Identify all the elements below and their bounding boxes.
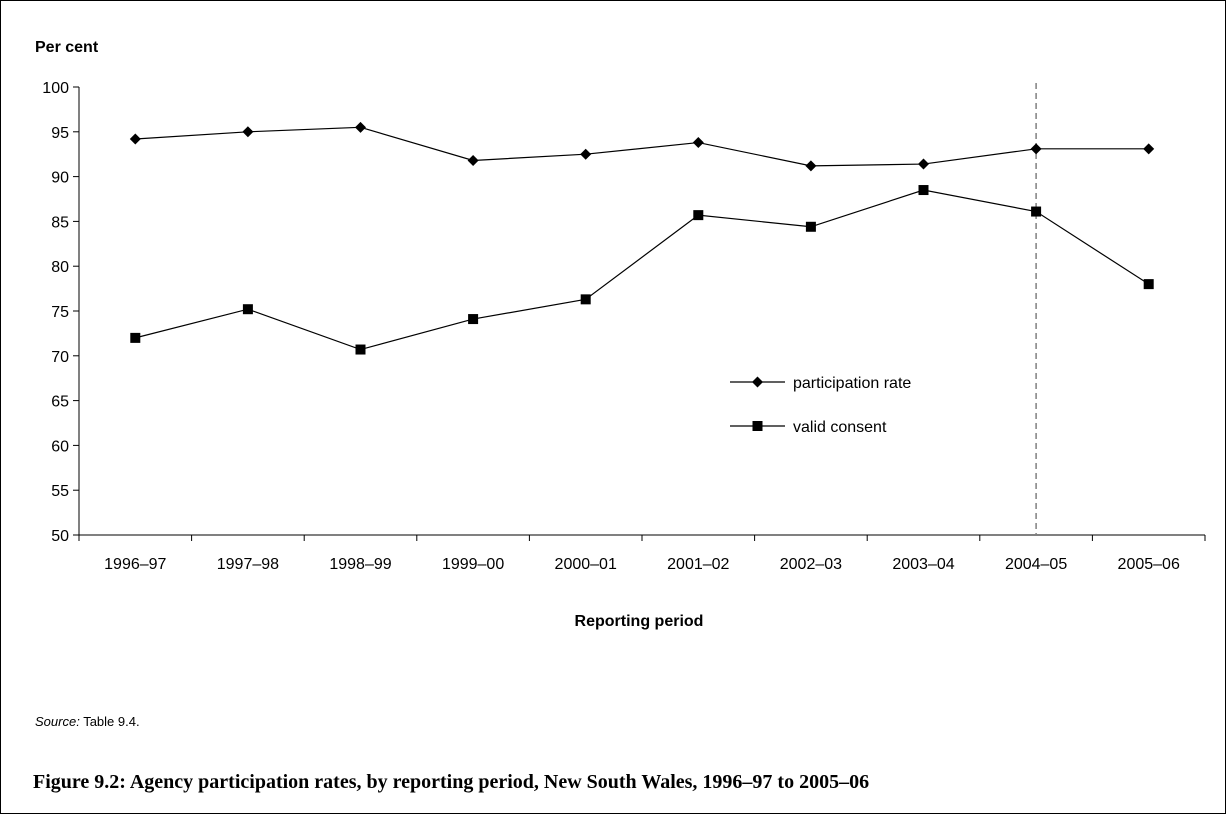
legend-marker bbox=[752, 421, 763, 431]
series-line bbox=[135, 189, 1150, 351]
y-tick-label: 80 bbox=[51, 259, 69, 276]
x-axis-label: Reporting period bbox=[575, 613, 704, 630]
figure-caption: Figure 9.2: Agency participation rates, … bbox=[33, 771, 870, 793]
data-point bbox=[692, 137, 704, 149]
data-point bbox=[1143, 279, 1154, 290]
data-point bbox=[467, 154, 479, 166]
x-tick-label: 1997–98 bbox=[217, 556, 279, 573]
data-point bbox=[805, 221, 816, 232]
data-point bbox=[130, 332, 141, 343]
data-point bbox=[129, 133, 141, 145]
x-tick-label: 2003–04 bbox=[892, 556, 954, 573]
data-point bbox=[355, 121, 366, 133]
source-note: Source: Table 9.4. bbox=[35, 714, 140, 729]
y-tick-label: 100 bbox=[42, 80, 69, 97]
y-tick-label: 75 bbox=[51, 304, 69, 321]
data-point bbox=[918, 158, 929, 170]
data-point bbox=[242, 126, 254, 138]
series-line bbox=[135, 126, 1149, 167]
y-tick-label: 55 bbox=[51, 483, 69, 500]
legend-marker bbox=[752, 376, 763, 388]
data-point bbox=[355, 344, 366, 355]
x-tick-label: 2005–06 bbox=[1118, 556, 1180, 573]
data-point bbox=[242, 304, 253, 315]
y-tick-label: 50 bbox=[51, 528, 69, 545]
source-text: Table 9.4. bbox=[79, 714, 140, 729]
series-group bbox=[129, 121, 1155, 355]
series-valid-consent bbox=[130, 185, 1154, 355]
y-tick-label: 65 bbox=[51, 394, 69, 411]
x-tick-label: 2002–03 bbox=[780, 556, 842, 573]
x-tick-label: 1999–00 bbox=[442, 556, 504, 573]
x-axis: 1996–97 1997–98 1998–99 1999–00 2000–01 2001–… bbox=[78, 534, 1206, 573]
y-tick-label: 85 bbox=[51, 214, 69, 231]
y-axis-label: Per cent bbox=[35, 39, 99, 56]
data-point bbox=[580, 148, 592, 160]
series-participation-rate bbox=[129, 121, 1155, 172]
x-tick-label: 2000–01 bbox=[555, 556, 617, 573]
source-label: Source: bbox=[35, 714, 80, 729]
x-tick-label: 1998–99 bbox=[329, 556, 391, 573]
data-point bbox=[468, 314, 479, 325]
data-point bbox=[1031, 206, 1042, 217]
legend-label: valid consent bbox=[793, 419, 887, 436]
y-tick-label: 90 bbox=[51, 170, 69, 187]
data-point bbox=[1143, 143, 1155, 155]
data-point bbox=[918, 185, 929, 196]
data-point bbox=[693, 210, 704, 221]
line-chart: Per cent 50 55 60 65 70 75 80 85 90 95 100 1996–97… bbox=[35, 39, 1206, 630]
data-point bbox=[805, 160, 817, 172]
x-tick-label: 2004–05 bbox=[1005, 556, 1067, 573]
data-point bbox=[1030, 143, 1042, 155]
y-tick-label: 60 bbox=[51, 438, 69, 455]
y-axis: 50 55 60 65 70 75 80 85 90 95 100 bbox=[42, 80, 80, 545]
x-tick-label: 1996–97 bbox=[104, 556, 166, 573]
legend: participation rate valid consent bbox=[730, 375, 911, 436]
y-tick-label: 95 bbox=[51, 125, 69, 142]
data-point bbox=[580, 294, 591, 305]
legend-label: participation rate bbox=[793, 375, 911, 392]
x-tick-label: 2001–02 bbox=[667, 556, 729, 573]
y-tick-label: 70 bbox=[51, 349, 69, 366]
